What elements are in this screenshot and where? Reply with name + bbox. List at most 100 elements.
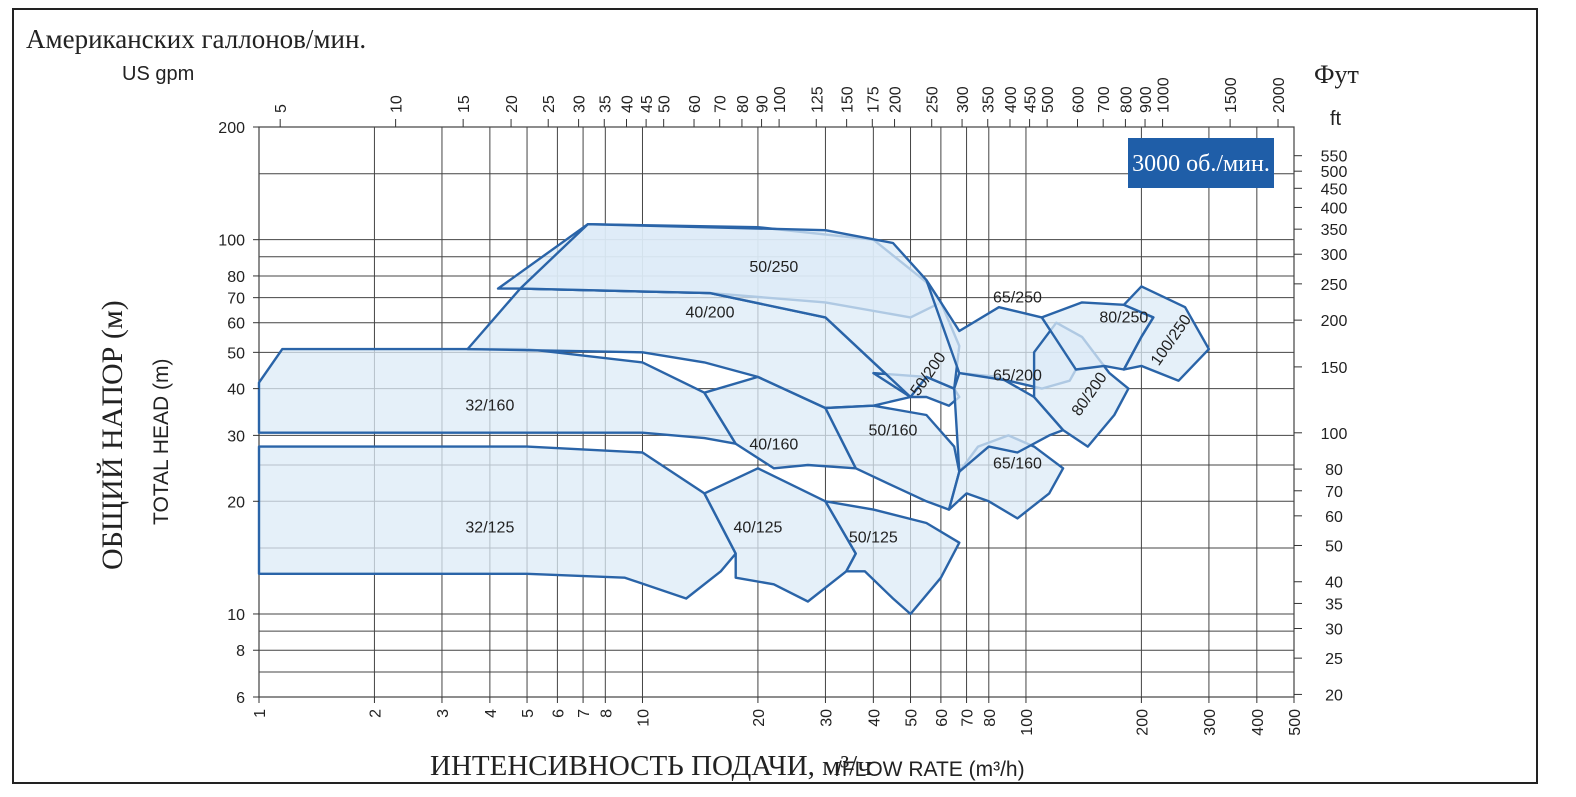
- gpm-tick-label: 300: [955, 86, 972, 113]
- x-tick-label: 300: [1202, 709, 1219, 736]
- ft-tick-label: 300: [1321, 247, 1348, 264]
- x-tick-label: 10: [635, 709, 652, 727]
- ft-tick-label: 80: [1325, 462, 1343, 479]
- rpm-badge-bg: [1128, 138, 1274, 188]
- curve-label-32-160: 32/160: [465, 397, 514, 414]
- curve-label-40-160: 40/160: [749, 437, 798, 454]
- gpm-axis-label: US gpm: [122, 63, 194, 85]
- ft-tick-label: 500: [1321, 164, 1348, 181]
- curve-label-65-200: 65/200: [993, 368, 1042, 385]
- curve-area-50-160: [824, 404, 961, 511]
- x-axis-label-ru: ИНТЕНСИВНОСТЬ ПОДАЧИ, м³/ч: [430, 750, 872, 782]
- ft-tick-label: 70: [1325, 484, 1343, 501]
- axes: 1 2 3 4 5 6 7 8 10 20 30 40 50 60 70 80 100 200 300 400 5006…: [218, 77, 1347, 735]
- ft-tick-label: 350: [1321, 222, 1348, 239]
- gpm-tick-label: 250: [925, 86, 942, 113]
- ft-tick-label: 40: [1325, 575, 1343, 592]
- ft-tick-label: 550: [1321, 149, 1348, 166]
- gpm-tick-label: 10: [389, 95, 406, 113]
- gpm-tick-label: 1500: [1223, 77, 1240, 113]
- x-tick-label: 7: [576, 709, 593, 718]
- gpm-tick-label: 15: [456, 95, 473, 113]
- curve-label-80-250: 80/250: [1099, 310, 1148, 327]
- gpm-tick-label: 90: [755, 95, 772, 113]
- curve-label-40-125: 40/125: [733, 520, 782, 537]
- gpm-tick-label: 30: [572, 95, 589, 113]
- gpm-tick-label: 50: [657, 95, 674, 113]
- x-tick-label: 6: [550, 709, 567, 718]
- chart-frame: [12, 8, 1538, 784]
- ft-tick-label: 50: [1325, 538, 1343, 555]
- gpm-tick-label: 150: [840, 86, 857, 113]
- gpm-tick-label: 350: [981, 86, 998, 113]
- y-tick-label: 30: [227, 428, 245, 445]
- x-tick-label: 70: [960, 709, 977, 727]
- x-tick-label: 200: [1134, 709, 1151, 736]
- x-tick-label: 4: [483, 709, 500, 718]
- y-tick-label: 50: [227, 345, 245, 362]
- x-tick-label: 50: [904, 709, 921, 727]
- gpm-tick-label: 60: [687, 95, 704, 113]
- x-tick-label: 20: [751, 709, 768, 727]
- ft-tick-label: 400: [1321, 200, 1348, 217]
- pump-curve-areas: [257, 223, 1211, 616]
- gpm-tick-label: 35: [597, 95, 614, 113]
- x-tick-label: 60: [934, 709, 951, 727]
- x-tick-label: 5: [520, 709, 537, 718]
- y-axis-label-en: TOTAL HEAD (m): [150, 359, 173, 525]
- curve-label-32-125: 32/125: [465, 520, 514, 537]
- gpm-tick-label: 70: [713, 95, 730, 113]
- y-tick-label: 100: [218, 233, 245, 250]
- gpm-tick-label: 100: [772, 86, 789, 113]
- y-tick-label: 8: [236, 643, 245, 660]
- gpm-title-ru: Американских галлонов/мин.: [26, 24, 366, 54]
- curve-label-50-160: 50/160: [869, 422, 918, 439]
- x-tick-label: 8: [598, 709, 615, 718]
- rpm-badge: 3000 об./мин.: [1132, 151, 1270, 177]
- gpm-tick-label: 125: [809, 86, 826, 113]
- y-tick-label: 200: [218, 120, 245, 137]
- ft-tick-label: 60: [1325, 509, 1343, 526]
- curve-label-65-250: 65/250: [993, 289, 1042, 306]
- gpm-tick-label: 25: [541, 95, 558, 113]
- y-tick-label: 10: [227, 607, 245, 624]
- gpm-tick-label: 900: [1138, 86, 1155, 113]
- x-axis-label-en: /FLOW RATE (m³/h): [836, 758, 1025, 781]
- gpm-tick-label: 175: [865, 86, 882, 113]
- gpm-tick-label: 200: [888, 86, 905, 113]
- ft-tick-label: 25: [1325, 651, 1343, 668]
- curve-label-40-200: 40/200: [686, 304, 735, 321]
- gpm-tick-label: 80: [735, 95, 752, 113]
- y-tick-label: 80: [227, 269, 245, 286]
- curve-label-50-250: 50/250: [749, 259, 798, 276]
- y-tick-label: 60: [227, 316, 245, 333]
- gpm-tick-label: 800: [1118, 86, 1135, 113]
- ft-tick-label: 200: [1321, 313, 1348, 330]
- x-tick-label: 500: [1287, 709, 1304, 736]
- y-axis-label-ru: ОБЩИЙ НАПОР (м): [96, 300, 129, 570]
- gpm-tick-label: 450: [1023, 86, 1040, 113]
- ft-tick-label: 35: [1325, 596, 1343, 613]
- gpm-tick-label: 2000: [1271, 77, 1288, 113]
- ft-tick-label: 250: [1321, 277, 1348, 294]
- y-tick-label: 40: [227, 382, 245, 399]
- curve-label-50-125: 50/125: [849, 530, 898, 547]
- x-tick-label: 80: [982, 709, 999, 727]
- gpm-tick-label: 600: [1071, 86, 1088, 113]
- curve-area-50-125: [824, 500, 961, 616]
- x-tick-label: 2: [367, 709, 384, 718]
- ft-axis-label-ru: Фут: [1314, 60, 1359, 89]
- y-tick-label: 6: [236, 690, 245, 707]
- gpm-tick-label: 400: [1003, 86, 1020, 113]
- gpm-tick-label: 45: [639, 95, 656, 113]
- y-tick-label: 20: [227, 494, 245, 511]
- gpm-tick-label: 1000: [1156, 77, 1173, 113]
- curve-area-80-200: [1032, 321, 1130, 448]
- ft-tick-label: 100: [1321, 426, 1348, 443]
- x-tick-label: 40: [866, 709, 883, 727]
- ft-axis-label-en: ft: [1330, 108, 1342, 130]
- ft-tick-label: 150: [1321, 360, 1348, 377]
- curve-area-32-125: [257, 445, 737, 600]
- curve-area-100-250: [1122, 285, 1211, 382]
